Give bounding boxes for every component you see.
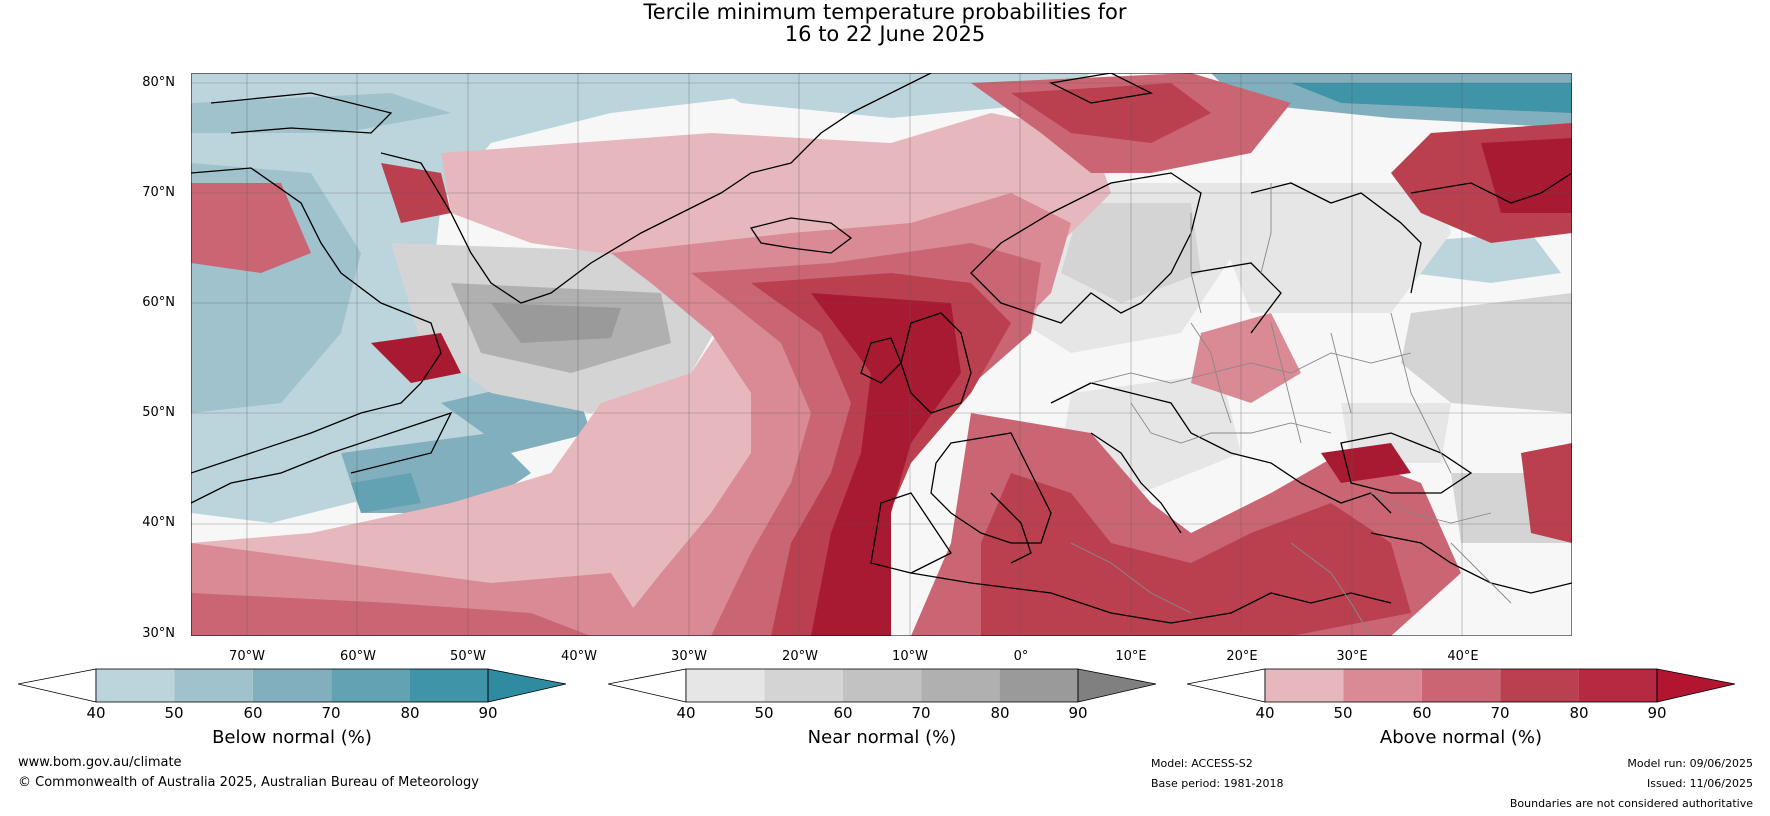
colorbar-above-swatch-2 <box>1343 669 1422 702</box>
footer-base-period: Base period: 1981-2018 <box>1151 777 1284 790</box>
colorbar-below-tick-60: 60 <box>243 704 263 722</box>
colorbar-below-tick-70: 70 <box>321 704 341 722</box>
footer-disclaimer: Boundaries are not considered authoritat… <box>1509 797 1753 810</box>
colorbar-above-extend-high <box>1656 668 1736 703</box>
colorbar-near-swatch-5 <box>999 669 1078 702</box>
colorbar-above-tick-60: 60 <box>1412 704 1432 722</box>
lon-label-30e: 30°E <box>1336 649 1368 664</box>
political-borders <box>1070 183 1512 636</box>
colorbar-near-tick-90: 90 <box>1068 704 1088 722</box>
colorbar-above-normal <box>1187 668 1736 703</box>
colorbar-near-frame <box>685 668 1079 703</box>
lon-label-20e: 20°E <box>1226 649 1258 664</box>
colorbar-near-extend-high <box>1077 668 1157 703</box>
map-title-line1: Tercile minimum temperature probabilitie… <box>643 0 1127 24</box>
lon-label-10w: 10°W <box>892 649 928 664</box>
map-gridlines <box>191 73 1572 636</box>
colorbar-above-swatch-3 <box>1421 669 1501 702</box>
lon-label-70w: 70°W <box>229 649 265 664</box>
lon-label-40e: 40°E <box>1447 649 1479 664</box>
colorbar-near-tick-40: 40 <box>676 704 696 722</box>
colorbar-near-tick-50: 50 <box>754 704 774 722</box>
footer-website: www.bom.gov.au/climate <box>18 755 182 770</box>
colorbar-below-title: Below normal (%) <box>212 727 372 748</box>
colorbar-above-tick-70: 70 <box>1490 704 1510 722</box>
colorbar-above-swatch-1 <box>1265 669 1344 702</box>
colorbar-near-swatch-1 <box>686 669 765 702</box>
colorbar-below-tick-50: 50 <box>164 704 184 722</box>
lat-label-80n: 80°N <box>142 75 175 90</box>
colorbar-above-tick-80: 80 <box>1569 704 1589 722</box>
colorbar-above-swatch-5 <box>1578 669 1657 702</box>
colorbar-below-normal <box>18 668 567 703</box>
colorbar-above-tick-90: 90 <box>1647 704 1667 722</box>
colorbar-below-tick-40: 40 <box>86 704 106 722</box>
colorbar-above-tick-50: 50 <box>1333 704 1353 722</box>
probability-map <box>191 73 1572 636</box>
colorbar-below-swatch-5 <box>409 669 488 702</box>
colorbar-below-tick-90: 90 <box>478 704 498 722</box>
lon-label-40w: 40°W <box>561 649 597 664</box>
footer-model-run: Model run: 09/06/2025 <box>1627 757 1753 770</box>
colorbar-near-tick-80: 80 <box>990 704 1010 722</box>
lon-label-60w: 60°W <box>340 649 376 664</box>
colorbar-near-normal <box>608 668 1157 703</box>
colorbar-above-title: Above normal (%) <box>1379 727 1543 748</box>
colorbar-below-swatch-1 <box>96 669 175 702</box>
colorbar-above-extend-low <box>1187 668 1266 703</box>
colorbar-near-swatch-4 <box>921 669 1000 702</box>
lat-label-60n: 60°N <box>142 295 175 310</box>
lat-label-30n: 30°N <box>142 626 175 641</box>
lat-label-50n: 50°N <box>142 405 175 420</box>
colorbar-below-swatch-2 <box>174 669 253 702</box>
above-normal-regions <box>191 73 1572 636</box>
colorbar-near-swatch-3 <box>842 669 922 702</box>
lon-label-0: 0° <box>1013 649 1029 664</box>
colorbar-below-swatch-4 <box>331 669 410 702</box>
map-frame <box>191 73 1572 636</box>
colorbar-below-extend-low <box>18 668 97 703</box>
colorbar-above-frame <box>1264 668 1658 703</box>
colorbar-near-title: Near normal (%) <box>807 727 957 748</box>
footer-issued: Issued: 11/06/2025 <box>1646 777 1753 790</box>
colorbar-below-tick-80: 80 <box>400 704 420 722</box>
lon-label-10e: 10°E <box>1115 649 1147 664</box>
footer-copyright: © Commonwealth of Australia 2025, Austra… <box>18 775 479 790</box>
colorbar-above-swatch-4 <box>1500 669 1579 702</box>
colorbar-below-extend-high <box>487 668 567 703</box>
lon-label-50w: 50°W <box>450 649 486 664</box>
colorbar-below-frame <box>95 668 489 703</box>
colorbar-near-extend-low <box>608 668 687 703</box>
lat-label-40n: 40°N <box>142 515 175 530</box>
footer-model: Model: ACCESS-S2 <box>1151 757 1253 770</box>
lon-label-30w: 30°W <box>671 649 707 664</box>
lon-label-20w: 20°W <box>782 649 818 664</box>
colorbar-below-swatch-3 <box>252 669 332 702</box>
lat-label-70n: 70°N <box>142 185 175 200</box>
colorbar-near-tick-70: 70 <box>911 704 931 722</box>
colorbar-near-swatch-2 <box>764 669 843 702</box>
coastlines <box>191 73 1572 624</box>
map-title-line2: 16 to 22 June 2025 <box>784 22 986 46</box>
colorbar-near-tick-60: 60 <box>833 704 853 722</box>
colorbar-above-tick-40: 40 <box>1255 704 1275 722</box>
